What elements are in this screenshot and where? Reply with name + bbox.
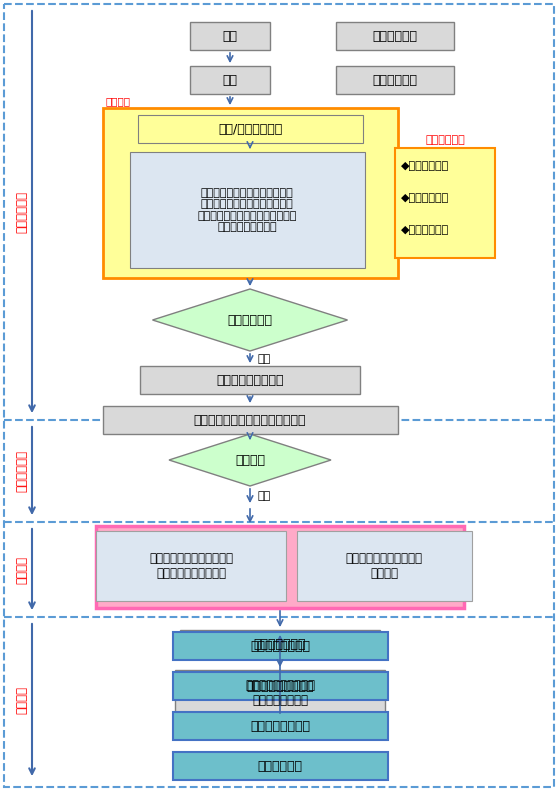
Text: 考试阶段: 考试阶段 [16, 555, 28, 584]
Text: 考后阶段: 考后阶段 [16, 686, 28, 714]
Text: 网上打印《报名登记表（样表）》: 网上打印《报名登记表（样表）》 [194, 414, 306, 426]
Bar [336, 22, 454, 50]
Bar [130, 152, 365, 268]
Bar [103, 108, 398, 278]
Bar [297, 531, 472, 601]
Text: 查询招生信息: 查询招生信息 [373, 29, 417, 43]
Text: ◆预订录取信息: ◆预订录取信息 [401, 225, 449, 235]
Bar [336, 66, 454, 94]
Text: 初步资格审查: 初步资格审查 [228, 313, 272, 327]
Text: 通过: 通过 [257, 354, 270, 364]
Text: 查询录取信息: 查询录取信息 [257, 759, 302, 773]
Text: 注册: 注册 [223, 29, 238, 43]
Text: 现场确认阶段: 现场确认阶段 [16, 450, 28, 492]
Text: 网上缴纳报名考试费: 网上缴纳报名考试费 [217, 373, 284, 387]
Text: 确认报名信息、采集第二代
居民身份证内电子照片: 确认报名信息、采集第二代 居民身份证内电子照片 [149, 552, 233, 580]
Text: 手机短信订阅: 手机短信订阅 [425, 135, 465, 145]
Text: 报名信息: 报名信息 [105, 96, 130, 106]
Bar [96, 531, 286, 601]
Text: ◆预订考试信息: ◆预订考试信息 [401, 161, 449, 171]
Text: 核验规定的有效身份证
件后入场参加考试: 核验规定的有效身份证 件后入场参加考试 [245, 679, 315, 707]
Text: 网上报名阶段: 网上报名阶段 [16, 191, 28, 233]
Bar [395, 148, 495, 258]
Text: 查询网报公告: 查询网报公告 [373, 74, 417, 86]
Bar [173, 752, 388, 780]
Bar [173, 712, 388, 740]
Text: 通过: 通过 [257, 491, 270, 501]
Text: 网上查询考试成绩: 网上查询考试成绩 [250, 639, 310, 653]
Bar [175, 670, 385, 716]
Text: 下载《资格审查表》: 下载《资格审查表》 [246, 679, 314, 692]
Bar [180, 630, 380, 658]
Polygon shape [169, 434, 331, 486]
Text: 上传电子照片（护照证件照片标
准，该照片将使用在《报名登记
表》、《资格审查表》、准考证、
成绩单和学位证上）: 上传电子照片（护照证件照片标 准，该照片将使用在《报名登记 表》、《资格审查表》… [198, 187, 297, 233]
Bar [140, 366, 360, 394]
Text: 填写/修改报名信息: 填写/修改报名信息 [218, 123, 282, 135]
Bar [103, 406, 398, 434]
Bar [190, 22, 270, 50]
Bar [173, 632, 388, 660]
Text: 本人在《报名登记表》上
签字确认: 本人在《报名登记表》上 签字确认 [345, 552, 422, 580]
Bar [173, 672, 388, 700]
Text: 网上下载准考证: 网上下载准考证 [254, 638, 306, 650]
Polygon shape [152, 289, 348, 351]
Text: 登录: 登录 [223, 74, 238, 86]
Text: 参加招生单位复试: 参加招生单位复试 [250, 720, 310, 732]
Text: 照片审核: 照片审核 [235, 453, 265, 467]
Bar [96, 526, 464, 608]
Bar [138, 115, 363, 143]
Text: ◆预订考试成绩: ◆预订考试成绩 [401, 193, 449, 203]
Bar [190, 66, 270, 94]
